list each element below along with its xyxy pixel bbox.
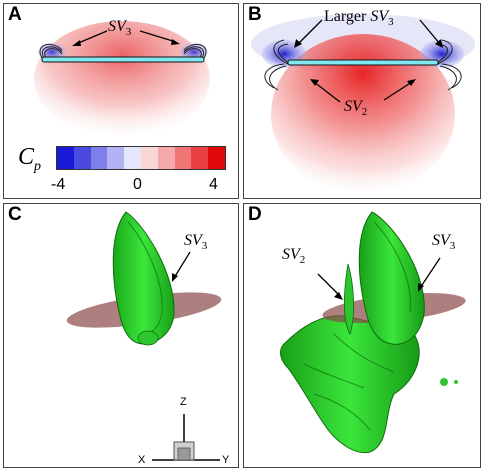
colorbar-swatch [107,147,125,169]
colorbar-swatch [140,147,158,169]
panel-a: A SV3 Cp -4 0 4 [3,3,239,199]
colorbar-tick-min: -4 [51,176,66,193]
panel-d: D SV2 SV3 [243,203,481,468]
arrow-mid-right [383,81,413,101]
arrow-sv3-c [173,251,191,279]
panel-c-graphic [66,211,222,461]
arrow-sv3-d [419,257,441,289]
panel-d-graphic [280,211,466,454]
label-sv2-b: SV2 [344,98,368,119]
wing-plate [41,56,205,63]
colorbar-swatch [124,147,141,169]
pressure-region-positive [271,34,455,194]
vortex-isosurface-sv2 [343,263,355,335]
label-sv3-d: SV3 [432,232,456,253]
vortex-isosurface-sv3 [358,211,425,345]
arrow-top-right [419,19,441,45]
vortex-lines-left [39,43,63,59]
colorbar-swatch [191,147,209,169]
panel-a-graphic [34,21,210,137]
colorbar-tick-mid: 0 [133,176,142,193]
axis-label-y: Y [222,454,230,466]
axis-label-x: X [138,454,146,466]
arrow-left [75,30,108,45]
arrow-top-left [297,19,323,45]
panel-b: B Larger SV3 [243,3,481,199]
vortex-lines-left [264,39,291,91]
colorbar-swatch [208,147,225,169]
label-sv3-a: SV3 [108,18,132,39]
colorbar-swatch [157,147,175,169]
colorbar-swatch [90,147,108,169]
panel-label-d: D [248,204,262,225]
colorbar-swatch [73,147,91,169]
panel-b-graphic [251,14,475,194]
wing-plate [287,59,439,66]
label-sv2-d: SV2 [282,246,306,267]
axis-label-z: Z [180,396,187,408]
colorbar-symbol: Cp [18,144,42,174]
pressure-region-positive [34,21,210,137]
vortex-lines-right [435,39,462,91]
vortex-isosurface [112,211,175,345]
colorbar-tick-max: 4 [209,176,218,193]
panel-label-c: C [8,204,22,225]
colorbar-swatch [174,147,192,169]
colorbar-swatch [57,147,74,169]
arrow-mid-left [313,81,341,103]
vortex-lines-right [183,43,207,59]
arrow-sv2-d [317,273,341,297]
label-sv3-c: SV3 [184,232,208,253]
label-larger-sv3: Larger SV3 [324,8,394,29]
panel-label-b: B [248,4,262,25]
colorbar [56,146,226,170]
panel-c: C SV3 Z X Y [3,203,239,468]
panel-label-a: A [8,4,22,25]
arrow-right [139,30,177,43]
